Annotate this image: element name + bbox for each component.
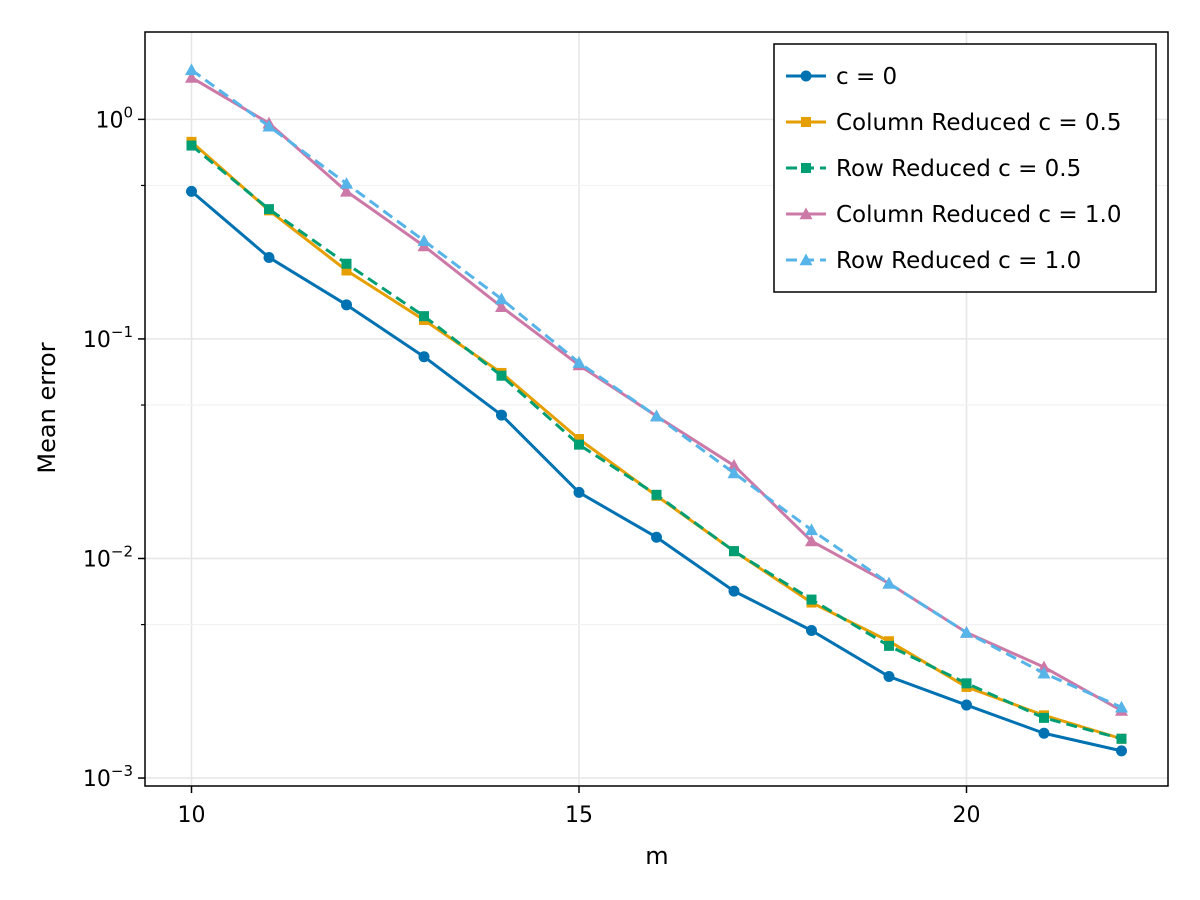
data-point	[1116, 733, 1127, 744]
series-1	[186, 185, 1127, 757]
plot-frame	[144, 31, 1169, 787]
legend-entry: Row Reduced c = 1.0	[786, 248, 1081, 274]
data-point	[496, 409, 507, 421]
data-point	[651, 531, 662, 543]
data-point	[573, 486, 585, 498]
data-point	[340, 177, 353, 189]
data-point	[961, 699, 972, 711]
data-point	[341, 258, 352, 269]
data-point	[882, 576, 896, 589]
data-point	[961, 678, 972, 689]
legend-label: Column Reduced c = 1.0	[836, 202, 1122, 228]
y-tick-label: 10−3	[83, 762, 133, 792]
data-point	[1116, 745, 1127, 757]
series-layer	[185, 63, 1128, 757]
legend-marker	[801, 117, 811, 127]
data-point	[262, 119, 276, 132]
legend-entry: Row Reduced c = 0.5	[786, 156, 1081, 182]
data-point	[1115, 700, 1128, 713]
data-point	[264, 204, 274, 215]
legend: c = 0 Column Reduced c = 0.5 Row Reduced c…	[773, 43, 1157, 293]
y-axis-label: Mean error	[33, 342, 61, 473]
legend-marker	[801, 163, 811, 173]
data-point	[186, 140, 197, 151]
data-point	[574, 434, 584, 445]
data-point	[418, 351, 430, 363]
data-point	[417, 234, 431, 246]
data-point	[650, 409, 663, 422]
data-point	[806, 594, 817, 605]
x-tick-label: 20	[953, 803, 981, 828]
data-point	[419, 311, 429, 322]
legend-entry: c = 0	[786, 64, 897, 90]
x-tick-label: 15	[565, 803, 593, 828]
data-point	[727, 466, 741, 479]
data-point	[1039, 712, 1049, 723]
data-point	[883, 671, 895, 683]
axes: 10 15 20 100 10−1 10−2 10−3	[83, 31, 1169, 828]
data-point	[341, 299, 352, 311]
data-point	[185, 71, 198, 83]
series-5	[185, 63, 1128, 713]
legend-label: c = 0	[836, 64, 897, 90]
data-point	[495, 300, 508, 313]
data-point	[884, 640, 894, 651]
data-point	[185, 63, 198, 76]
series-3	[186, 140, 1127, 744]
data-point	[340, 184, 353, 197]
data-point	[496, 370, 507, 381]
legend-label: Row Reduced c = 0.5	[836, 156, 1081, 182]
data-point	[263, 251, 275, 263]
legend-label: Column Reduced c = 0.5	[836, 110, 1122, 136]
legend-entry: Column Reduced c = 1.0	[786, 202, 1122, 228]
legend-entry: Column Reduced c = 0.5	[786, 110, 1122, 136]
data-point	[572, 356, 586, 368]
y-tick-label: 10−2	[83, 542, 133, 572]
legend-label: Row Reduced c = 1.0	[836, 248, 1081, 274]
y-tick-label: 100	[95, 103, 133, 133]
legend-marker	[799, 253, 813, 266]
data-point	[960, 626, 973, 638]
data-point	[727, 459, 741, 471]
legend-marker	[799, 207, 813, 220]
data-point	[805, 534, 818, 547]
x-axis-label: m	[645, 842, 668, 870]
legend-marker	[800, 70, 812, 82]
data-point	[341, 265, 352, 276]
y-tick-label: 10−1	[83, 323, 133, 353]
data-point	[805, 523, 818, 536]
x-tick-label: 10	[178, 803, 206, 828]
data-point	[574, 439, 584, 450]
data-point	[728, 585, 740, 597]
data-point	[729, 546, 739, 557]
data-point	[186, 185, 197, 197]
legend-frame	[773, 43, 1157, 293]
data-point	[495, 292, 508, 305]
data-point	[1037, 660, 1051, 673]
data-point	[1038, 727, 1050, 739]
data-point	[651, 489, 662, 500]
data-point	[806, 624, 817, 636]
data-point	[1037, 666, 1051, 679]
